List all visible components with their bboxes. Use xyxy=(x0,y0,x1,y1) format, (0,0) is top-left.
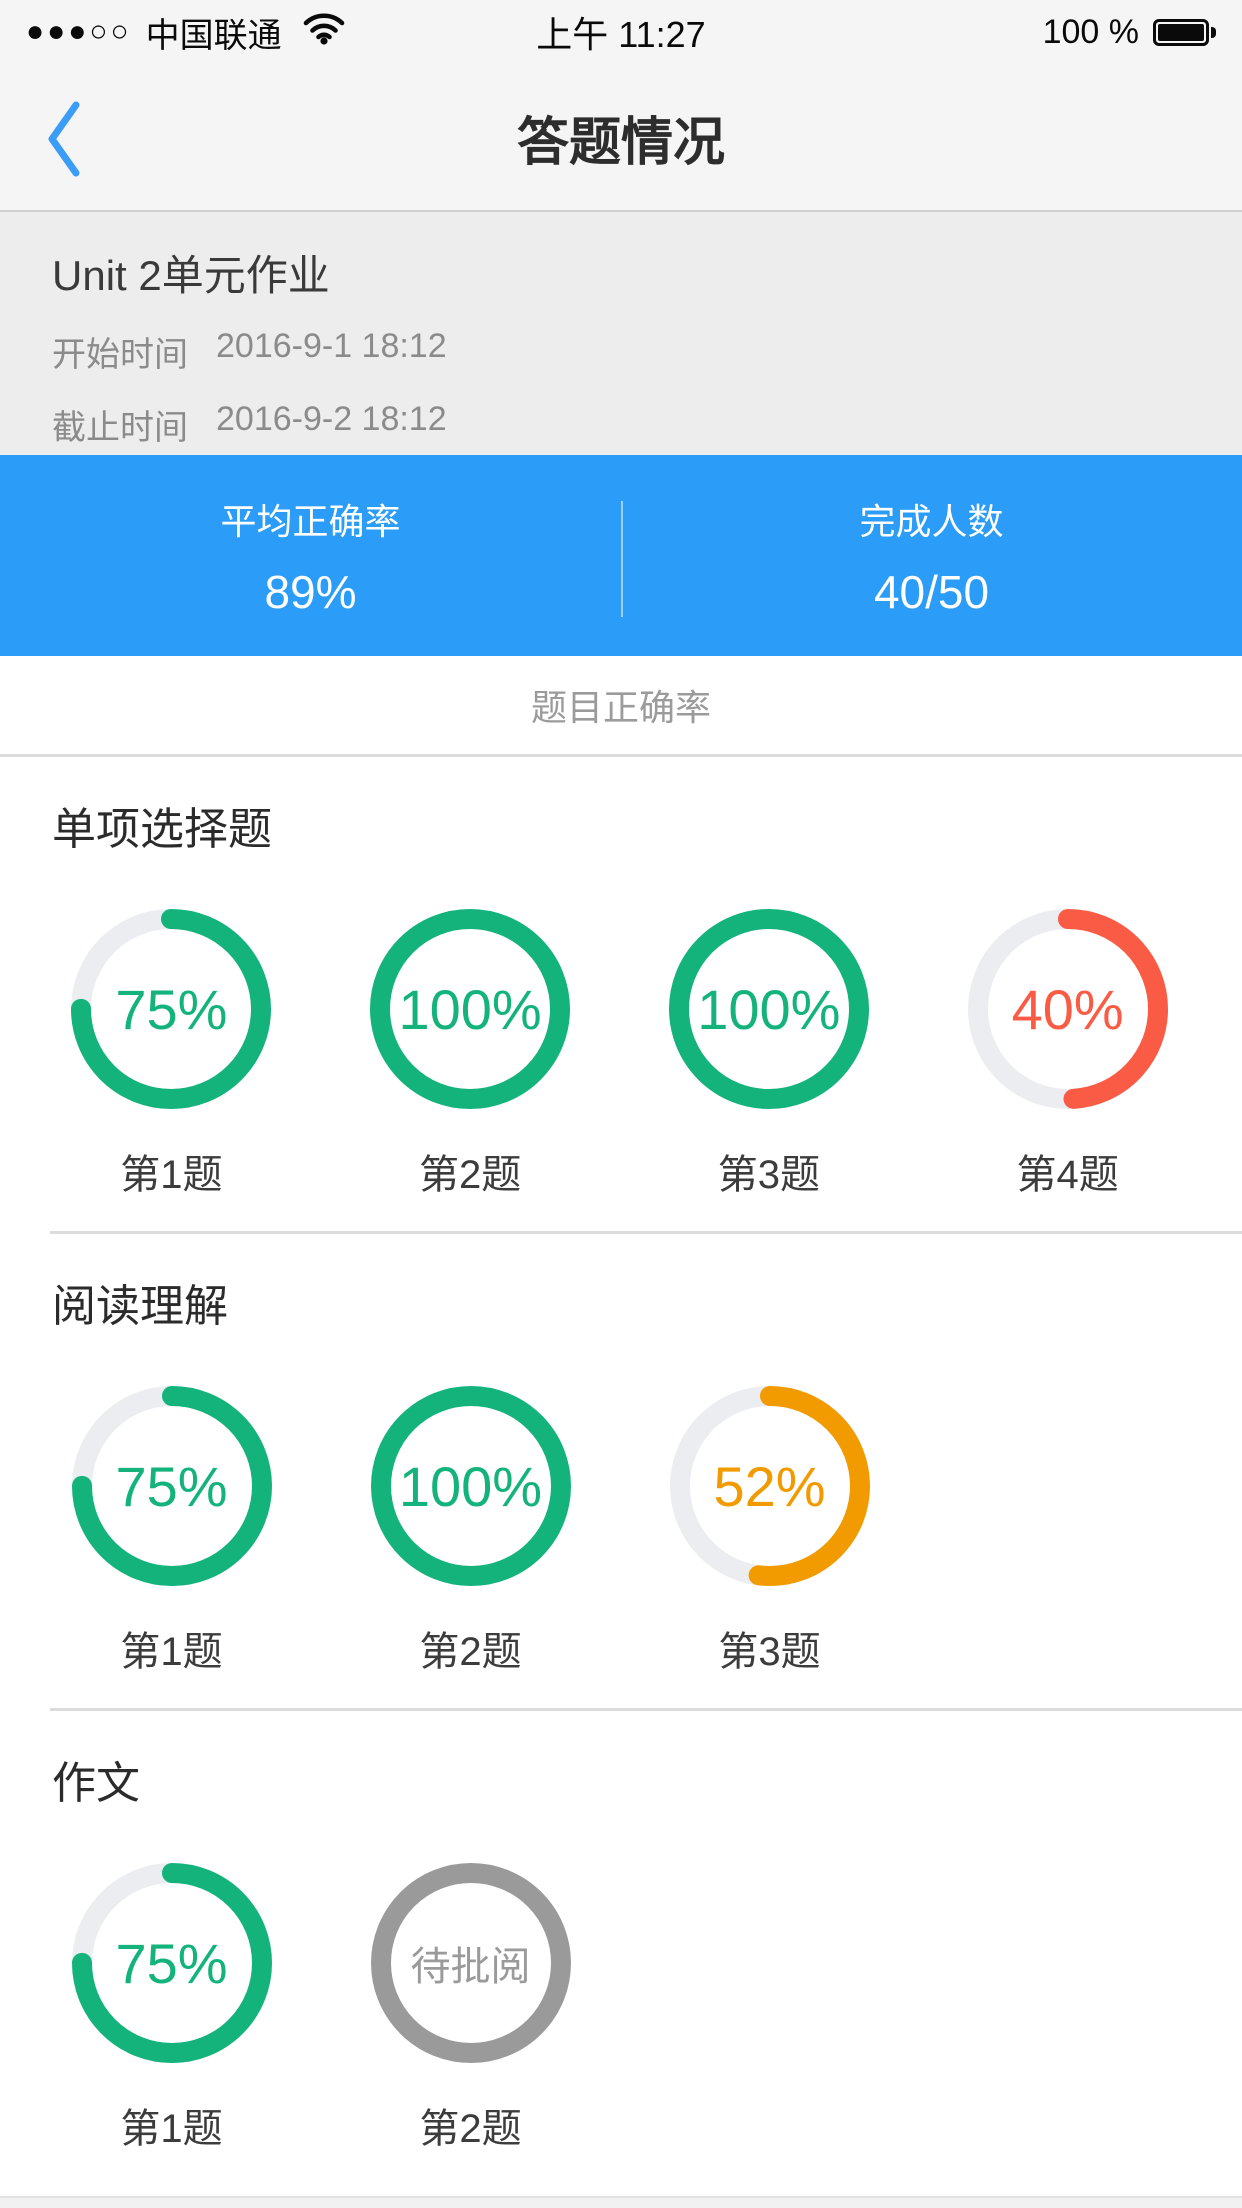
ring-value: 100% xyxy=(697,977,841,1041)
ring-chart: 52% xyxy=(669,1386,870,1586)
section-title: 阅读理解 xyxy=(52,1282,228,1331)
ring-label: 第3题 xyxy=(718,1630,821,1674)
start-time-row: 开始时间 2016-9-1 18:12 xyxy=(52,327,1202,376)
ring-chart: 75% xyxy=(71,1863,272,2063)
status-left: ●●●○○ 中国联通 xyxy=(26,8,346,57)
ring-value: 75% xyxy=(115,977,228,1041)
status-bar: ●●●○○ 中国联通 上午 11:27 100 % xyxy=(0,0,1242,64)
ring-chart: 100% xyxy=(668,909,869,1109)
end-time-label: 截止时间 xyxy=(52,409,188,447)
question-ring[interactable]: 100% 第2题 xyxy=(321,1386,620,1676)
page-title: 答题情况 xyxy=(516,113,725,172)
ring-value: 待批阅 xyxy=(410,1945,531,1989)
start-time-label: 开始时间 xyxy=(52,336,188,374)
vertical-divider xyxy=(621,501,623,617)
wifi-icon xyxy=(302,11,346,54)
ring-value: 100% xyxy=(398,977,542,1041)
ring-chart: 100% xyxy=(370,909,571,1109)
question-section: 单项选择题 75% 第1题 100% 第2题 100% 第3题 40% 第4题 xyxy=(0,757,1242,1231)
ring-value: 75% xyxy=(115,1931,228,1995)
completion-count-label: 完成人数 xyxy=(859,500,1004,542)
ring-chart: 75% xyxy=(71,909,272,1109)
bottom-strip xyxy=(0,2196,1242,2208)
ring-chart: 100% xyxy=(370,1386,571,1586)
signal-strength-icon: ●●●○○ xyxy=(26,15,132,48)
question-accuracy-header: 题目正确率 xyxy=(0,656,1242,757)
average-accuracy: 平均正确率 89% xyxy=(0,455,621,656)
question-ring[interactable]: 75% 第1题 xyxy=(22,1863,321,2153)
question-ring[interactable]: 75% 第1题 xyxy=(22,909,321,1199)
rings-row: 75% 第1题 100% 第2题 52% 第3题 xyxy=(0,1386,1242,1676)
ring-label: 第1题 xyxy=(120,2107,223,2151)
ring-chart: 40% xyxy=(967,909,1168,1109)
question-ring[interactable]: 100% 第2题 xyxy=(321,909,620,1199)
section-divider xyxy=(50,1708,1242,1711)
ring-chart: 待批阅 xyxy=(370,1863,571,2063)
ring-value: 75% xyxy=(115,1454,228,1518)
back-button[interactable] xyxy=(44,100,84,178)
ring-label: 第1题 xyxy=(120,1153,223,1197)
question-sections: 单项选择题 75% 第1题 100% 第2题 100% 第3题 40% 第4题 阅读理解 75… xyxy=(0,757,1242,2185)
question-section: 作文 75% 第1题 待批阅第2题 xyxy=(0,1711,1242,2185)
ring-label: 第3题 xyxy=(717,1153,820,1197)
question-section: 阅读理解 75% 第1题 100% 第2题 52% 第3题 xyxy=(0,1234,1242,1708)
battery-percent-label: 100 % xyxy=(1042,12,1139,51)
question-ring[interactable]: 待批阅第2题 xyxy=(321,1863,620,2153)
status-right: 100 % xyxy=(1043,13,1216,52)
end-time-value: 2016-9-2 18:12 xyxy=(216,400,447,438)
completion-count: 完成人数 40/50 xyxy=(621,455,1242,656)
summary-banner: 平均正确率 89% 完成人数 40/50 xyxy=(0,455,1242,656)
ring-label: 第2题 xyxy=(419,1153,522,1197)
rings-row: 75% 第1题 待批阅第2题 xyxy=(0,1863,1242,2153)
ring-label: 第1题 xyxy=(120,1630,223,1674)
ring-label: 第2题 xyxy=(419,2107,522,2151)
section-divider xyxy=(50,1231,1242,1234)
average-accuracy-label: 平均正确率 xyxy=(220,500,401,542)
ring-value: 52% xyxy=(713,1454,826,1518)
section-title: 单项选择题 xyxy=(52,805,272,854)
rings-row: 75% 第1题 100% 第2题 100% 第3题 40% 第4题 xyxy=(0,909,1242,1199)
question-ring[interactable]: 52% 第3题 xyxy=(620,1386,919,1676)
end-time-row: 截止时间 2016-9-2 18:12 xyxy=(52,400,1202,449)
average-accuracy-value: 89% xyxy=(264,565,357,618)
ring-label: 第4题 xyxy=(1016,1153,1119,1197)
question-ring[interactable]: 100% 第3题 xyxy=(620,909,919,1199)
nav-bar: 答题情况 xyxy=(0,64,1242,212)
start-time-value: 2016-9-1 18:12 xyxy=(216,327,447,365)
carrier-label: 中国联通 xyxy=(145,16,282,55)
assignment-card: Unit 2单元作业 开始时间 2016-9-1 18:12 截止时间 2016… xyxy=(0,212,1242,455)
ring-label: 第2题 xyxy=(419,1630,522,1674)
chevron-left-icon xyxy=(48,101,80,177)
ring-value: 100% xyxy=(398,1454,543,1518)
ring-value: 40% xyxy=(1011,977,1124,1041)
ring-chart: 75% xyxy=(71,1386,272,1586)
question-ring[interactable]: 75% 第1题 xyxy=(22,1386,321,1676)
completion-count-value: 40/50 xyxy=(873,565,990,618)
battery-icon xyxy=(1153,18,1216,46)
section-title: 作文 xyxy=(52,1759,140,1808)
assignment-title: Unit 2单元作业 xyxy=(52,252,330,299)
question-ring[interactable]: 40% 第4题 xyxy=(918,909,1217,1199)
